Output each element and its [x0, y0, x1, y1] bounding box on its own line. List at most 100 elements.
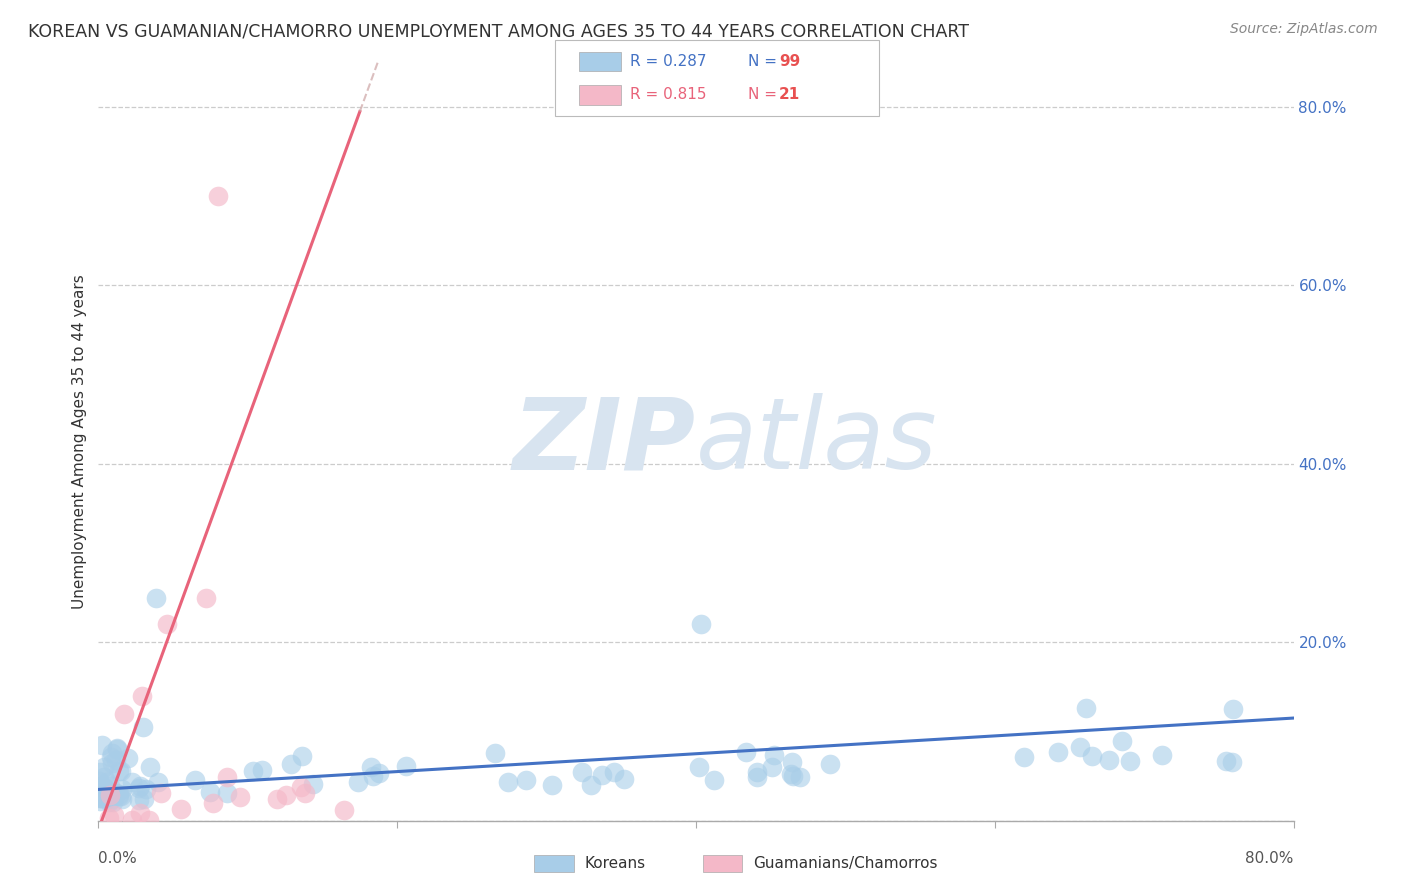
- Point: [1220, 755, 1243, 769]
- Point: [591, 768, 613, 782]
- Point: [135, 782, 157, 797]
- Point: [146, 774, 169, 789]
- Point: [98, 788, 121, 802]
- Point: [789, 770, 811, 784]
- Point: [128, 793, 150, 807]
- Point: [149, 786, 172, 800]
- Text: Source: ZipAtlas.com: Source: ZipAtlas.com: [1230, 22, 1378, 37]
- Text: ZIP: ZIP: [513, 393, 696, 490]
- Point: [302, 776, 325, 790]
- Point: [579, 778, 602, 792]
- Text: 21: 21: [779, 87, 800, 103]
- Point: [201, 797, 224, 811]
- Point: [94, 784, 117, 798]
- Point: [91, 788, 114, 802]
- Point: [1222, 702, 1244, 716]
- Point: [780, 767, 803, 781]
- Text: R = 0.287: R = 0.287: [630, 54, 706, 69]
- Point: [250, 764, 273, 778]
- Point: [818, 757, 841, 772]
- Point: [89, 779, 111, 793]
- Point: [1012, 750, 1035, 764]
- Point: [1150, 748, 1173, 763]
- Point: [90, 789, 112, 803]
- Text: Koreans: Koreans: [585, 856, 645, 871]
- Point: [394, 759, 416, 773]
- Point: [104, 753, 127, 767]
- Point: [100, 792, 122, 806]
- Point: [89, 789, 111, 804]
- Point: [198, 785, 221, 799]
- Point: [100, 746, 122, 760]
- Point: [1111, 733, 1133, 747]
- Point: [105, 786, 128, 800]
- Point: [112, 706, 135, 721]
- Point: [94, 781, 117, 796]
- Point: [93, 780, 115, 794]
- Point: [105, 742, 128, 756]
- Point: [367, 766, 389, 780]
- Point: [360, 760, 382, 774]
- Point: [129, 779, 152, 793]
- Point: [89, 773, 111, 788]
- Point: [128, 780, 150, 795]
- Point: [207, 189, 229, 203]
- Point: [228, 789, 250, 804]
- Point: [690, 617, 713, 632]
- Point: [129, 805, 152, 820]
- Point: [90, 790, 112, 805]
- Point: [195, 591, 218, 605]
- Text: Guamanians/Chamorros: Guamanians/Chamorros: [754, 856, 938, 871]
- Text: atlas: atlas: [696, 393, 938, 490]
- Point: [332, 803, 354, 817]
- Point: [105, 740, 128, 755]
- Point: [91, 738, 114, 752]
- Point: [1098, 753, 1121, 767]
- Point: [107, 764, 129, 779]
- Point: [100, 750, 122, 764]
- Point: [89, 782, 111, 797]
- Point: [93, 770, 115, 784]
- Point: [170, 802, 193, 816]
- Point: [184, 772, 207, 787]
- Point: [496, 774, 519, 789]
- Point: [103, 807, 125, 822]
- Point: [121, 813, 143, 827]
- Point: [89, 765, 111, 780]
- Point: [139, 760, 162, 774]
- Point: [703, 773, 725, 788]
- Point: [484, 746, 506, 760]
- Point: [280, 756, 302, 771]
- Point: [98, 811, 121, 825]
- Text: 99: 99: [779, 54, 800, 69]
- Point: [101, 788, 124, 802]
- Y-axis label: Unemployment Among Ages 35 to 44 years: Unemployment Among Ages 35 to 44 years: [72, 274, 87, 609]
- Point: [1069, 739, 1091, 754]
- Point: [94, 784, 117, 798]
- Point: [100, 756, 122, 770]
- Point: [761, 760, 783, 774]
- Point: [242, 764, 264, 778]
- Point: [266, 792, 288, 806]
- Point: [780, 756, 803, 770]
- Point: [762, 747, 785, 762]
- Point: [735, 745, 758, 759]
- Text: 0.0%: 0.0%: [98, 851, 138, 866]
- Point: [1081, 748, 1104, 763]
- Point: [121, 775, 143, 789]
- Point: [89, 779, 111, 793]
- Point: [96, 790, 118, 805]
- Point: [138, 813, 160, 827]
- Point: [571, 764, 593, 779]
- Point: [134, 791, 156, 805]
- Point: [117, 750, 139, 764]
- Point: [291, 749, 314, 764]
- Point: [217, 770, 239, 784]
- Point: [276, 789, 298, 803]
- Point: [745, 765, 768, 780]
- Point: [541, 778, 564, 792]
- Text: KOREAN VS GUAMANIAN/CHAMORRO UNEMPLOYMENT AMONG AGES 35 TO 44 YEARS CORRELATION : KOREAN VS GUAMANIAN/CHAMORRO UNEMPLOYMEN…: [28, 22, 969, 40]
- Point: [93, 760, 115, 774]
- Text: R = 0.815: R = 0.815: [630, 87, 706, 103]
- Point: [782, 770, 804, 784]
